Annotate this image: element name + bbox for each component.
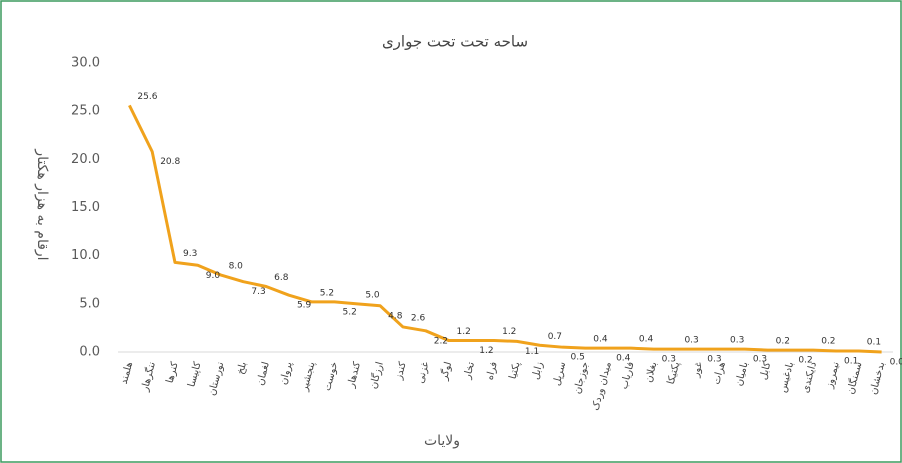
y-tick-label: 10.0 [71,248,100,263]
x-tick-label: زابل [530,361,545,381]
data-label: 0.3 [753,355,767,365]
data-label: 25.6 [137,92,157,102]
y-tick-label: 15.0 [71,200,100,215]
data-label: 2.6 [411,313,426,323]
data-label: 1.2 [457,327,471,337]
data-label: 1.2 [502,327,516,337]
data-label: 7.3 [251,287,265,297]
data-label: 20.8 [160,157,180,167]
x-tick-label: بلخ [235,361,249,376]
data-label: 0.3 [662,355,676,365]
y-tick-label: 5.0 [79,296,100,311]
data-label: 4.8 [388,311,403,321]
x-tick-label: پکتیا [508,360,523,380]
y-axis-title: ارقام به هزار هکتار [34,148,50,260]
data-label: 0.2 [821,337,835,347]
data-label: 8.0 [229,261,244,271]
data-label: 1.2 [479,346,493,356]
data-label: 1.1 [525,347,539,357]
data-label: 0.0 [890,358,902,368]
data-label: 0.1 [867,338,881,348]
x-tick-label: لوگر [438,360,455,382]
data-label: 0.5 [570,353,584,363]
data-label: 6.8 [274,273,289,283]
data-label: 0.2 [776,337,790,347]
data-label: 0.3 [684,336,698,346]
x-tick-label: کندز [393,360,409,381]
y-tick-label: 0.0 [79,345,100,360]
x-tick-label: کابل [758,360,773,381]
y-tick-label: 30.0 [71,56,100,71]
line-series [128,104,882,354]
x-tick-label: فراه [485,361,500,382]
x-tick-label: بغلان [643,361,659,384]
data-label: 9.3 [183,249,197,259]
x-tick-label: کنرها [165,360,181,384]
x-tick-label: غور [690,361,705,380]
data-label: 2.2 [434,336,448,346]
chart-title: ساحه تحت تحت جواری [382,33,528,51]
data-label: 0.4 [616,354,631,364]
data-label: 5.0 [365,290,380,300]
data-label: 5.9 [297,301,312,311]
data-label: 9.0 [206,271,221,281]
data-label: 0.3 [730,336,744,346]
data-label: 0.7 [548,332,562,342]
x-axis-title: ولایات [424,433,460,449]
data-label: 5.2 [320,288,334,298]
x-tick-label: تخار [462,361,477,382]
data-label: 0.4 [593,335,608,345]
y-tick-label: 20.0 [71,152,100,167]
x-tick-label: غزنی [415,361,431,385]
data-label: 0.1 [844,357,858,367]
data-label: 0.4 [639,335,654,345]
data-label: 0.3 [707,355,721,365]
data-label: 5.2 [343,307,357,317]
y-tick-label: 25.0 [71,104,100,119]
data-label: 0.2 [798,356,812,366]
